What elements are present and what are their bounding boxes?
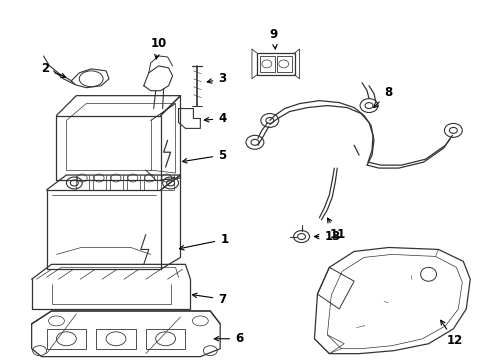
Text: 1: 1 — [179, 233, 228, 250]
Text: 3: 3 — [207, 72, 226, 85]
Bar — [259, 56, 274, 72]
Bar — [46, 329, 86, 349]
Text: 7: 7 — [192, 293, 226, 306]
Text: 12: 12 — [440, 320, 462, 347]
Text: 13: 13 — [314, 230, 340, 243]
Text: 5: 5 — [182, 149, 226, 163]
Text: 4: 4 — [204, 112, 226, 125]
Bar — [96, 329, 136, 349]
Text: 6: 6 — [214, 332, 243, 345]
Text: 8: 8 — [373, 86, 391, 108]
Text: 11: 11 — [327, 218, 345, 240]
Text: 9: 9 — [269, 28, 278, 49]
Bar — [145, 329, 185, 349]
Text: 10: 10 — [150, 37, 166, 59]
Text: 2: 2 — [41, 62, 65, 78]
Bar — [256, 53, 294, 75]
Bar — [276, 56, 291, 72]
